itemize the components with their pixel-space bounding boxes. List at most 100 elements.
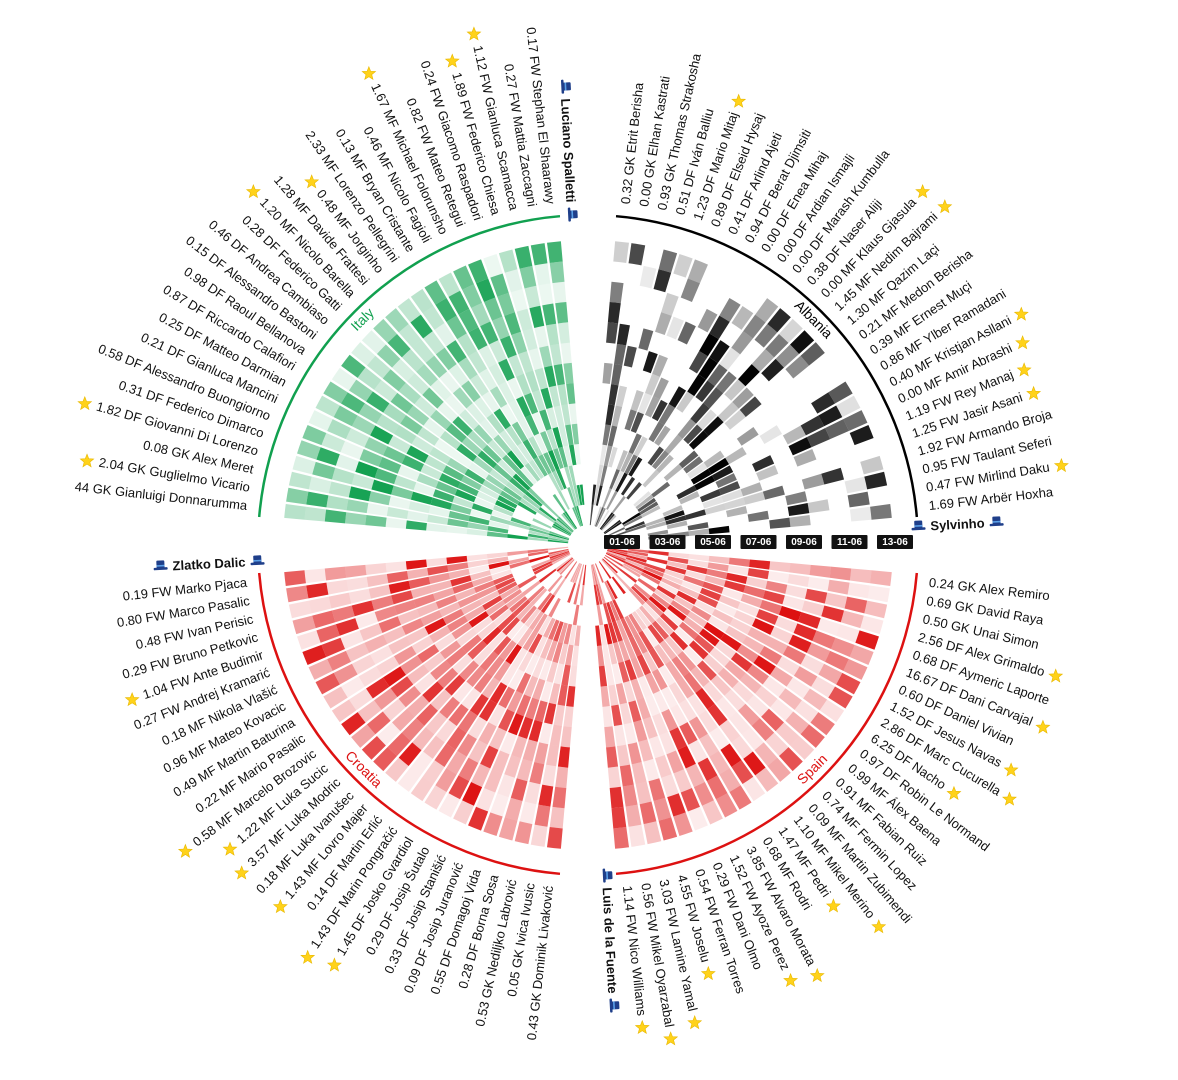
heat-cell-albania — [611, 364, 623, 386]
heat-cell-italy — [514, 245, 533, 269]
heat-cell-spain — [655, 754, 672, 778]
heat-cell-albania — [807, 499, 830, 514]
heat-cell-italy — [482, 479, 503, 495]
heat-cell-albania — [662, 505, 683, 517]
date-label: 03-06 — [655, 537, 681, 548]
heat-cell-croatia — [374, 688, 398, 710]
heat-cell-italy — [519, 265, 537, 289]
heat-cell-italy — [491, 510, 512, 521]
heat-cell-italy — [543, 452, 556, 473]
heat-cell-albania — [709, 315, 730, 340]
heat-cell-albania — [687, 374, 707, 397]
heat-cell-italy — [366, 355, 391, 379]
heat-cell-albania — [639, 265, 657, 289]
heat-cell-albania — [591, 484, 597, 506]
heat-cell-croatia — [388, 636, 411, 655]
heat-cell-albania — [602, 362, 613, 384]
heat-cell-croatia — [425, 711, 448, 735]
heat-cell-italy — [323, 381, 348, 404]
heat-cell-croatia — [525, 654, 540, 676]
heat-cell-croatia — [514, 821, 533, 845]
heat-cell-spain — [680, 787, 700, 812]
heat-cell-spain — [769, 666, 793, 687]
heat-cell-albania — [847, 491, 870, 508]
heat-cell-italy — [437, 401, 459, 423]
heat-cell-albania — [683, 456, 704, 474]
heat-cell-croatia — [446, 647, 467, 667]
heat-cell-spain — [633, 583, 651, 599]
heat-cell-spain — [660, 613, 679, 631]
heat-cell-spain — [683, 616, 704, 634]
heat-cell-croatia — [452, 581, 474, 594]
heat-cell-spain — [739, 673, 762, 694]
heat-cell-croatia — [530, 824, 548, 847]
heat-cell-spain — [738, 703, 760, 726]
heat-cell-spain — [685, 763, 705, 788]
heat-cell-croatia — [533, 613, 548, 634]
heat-cell-spain — [602, 558, 618, 574]
heat-cell-italy — [563, 362, 574, 384]
heat-cell-spain — [625, 804, 642, 827]
heat-cell-croatia — [376, 656, 400, 676]
heat-cell-italy — [471, 302, 491, 327]
heat-cell-italy — [555, 519, 573, 534]
heat-cell-croatia — [518, 651, 534, 672]
heat-cell-spain — [633, 633, 648, 654]
heat-cell-croatia — [548, 549, 569, 557]
heat-cell-italy — [423, 331, 445, 355]
heat-cell-croatia — [401, 618, 424, 635]
heat-cell-albania — [680, 278, 700, 303]
heat-cell-spain — [789, 563, 811, 576]
heat-cell-croatia — [560, 726, 572, 748]
heat-cell-italy — [312, 461, 336, 480]
heat-cell-spain — [664, 569, 685, 580]
heat-cell-croatia — [444, 674, 466, 696]
heat-cell-italy — [512, 473, 531, 491]
heat-cell-italy — [497, 292, 515, 316]
date-badge — [649, 535, 686, 549]
heat-cell-italy — [468, 515, 490, 526]
heat-cell-italy — [376, 414, 400, 434]
heat-cell-italy — [410, 314, 433, 339]
heat-cell-italy — [561, 513, 576, 531]
heat-cell-spain — [855, 630, 879, 650]
heat-cell-spain — [619, 764, 634, 787]
heat-cell-italy — [489, 340, 507, 363]
heat-cell-albania — [633, 491, 651, 507]
heat-cell-croatia — [537, 592, 553, 611]
heat-cell-albania — [767, 308, 791, 333]
heat-cell-italy — [510, 517, 531, 527]
heat-cell-spain — [752, 618, 775, 635]
heat-cell-croatia — [507, 620, 525, 640]
date-badge — [604, 535, 640, 549]
heat-cell-croatia — [520, 605, 537, 624]
heat-cell-croatia — [452, 681, 473, 703]
heat-cell-croatia — [548, 597, 561, 618]
star-icon — [444, 53, 460, 68]
heat-cell-spain — [622, 565, 641, 578]
heat-cell-albania — [790, 330, 815, 355]
heat-cell-spain — [836, 624, 860, 643]
heat-cell-spain — [709, 750, 730, 775]
date-label: 01-06 — [609, 537, 635, 548]
heat-cell-croatia — [304, 568, 327, 584]
heat-cell-croatia — [558, 558, 574, 574]
heat-cell-italy — [388, 496, 411, 510]
heat-cell-spain — [606, 580, 618, 600]
heat-cell-croatia — [471, 763, 491, 788]
heat-cell-spain — [736, 644, 759, 664]
heat-cell-albania — [673, 254, 693, 278]
heat-cell-croatia — [316, 624, 340, 643]
heat-cell-spain — [645, 563, 666, 573]
heat-cell-spain — [643, 566, 664, 577]
heat-cell-croatia — [371, 595, 394, 611]
heat-cell-italy — [524, 285, 541, 309]
team-arc-spain — [615, 572, 919, 876]
heat-cell-italy — [525, 491, 543, 507]
heat-cell-italy — [556, 469, 567, 490]
heat-cell-spain — [643, 627, 659, 648]
heat-cell-spain — [607, 643, 618, 665]
heat-cell-italy — [482, 444, 502, 464]
heat-cell-spain — [646, 556, 668, 565]
heat-cell-croatia — [556, 557, 574, 572]
